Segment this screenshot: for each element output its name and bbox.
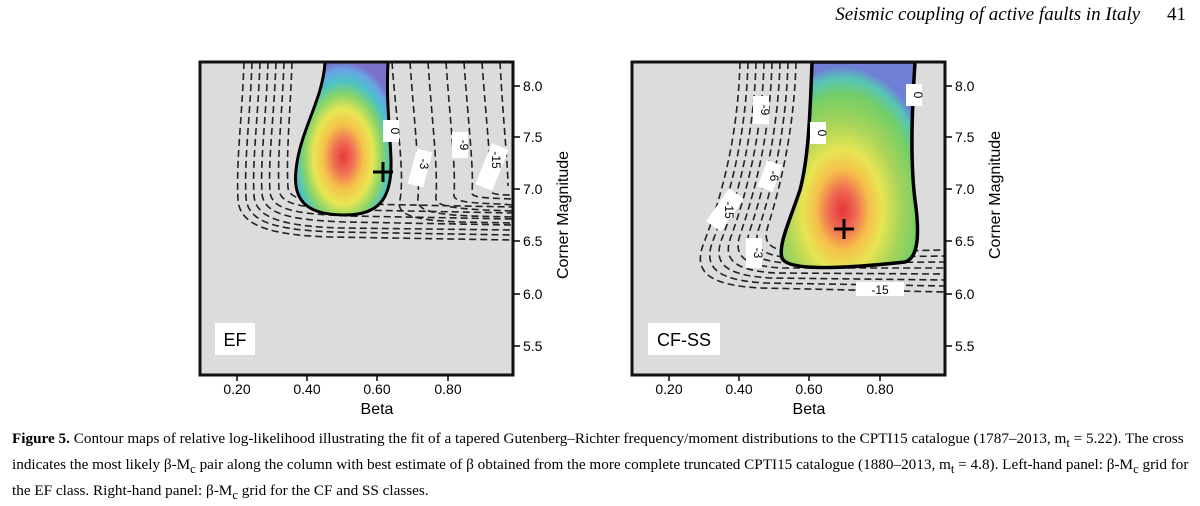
contours-ef <box>236 62 513 241</box>
panel-cf-ss: 0 0 -9 -6 -15 -3 -15 CF-SS <box>630 60 1004 418</box>
caption-text: grid for the CF and SS classes. <box>237 482 429 500</box>
contour-label: 0 <box>815 130 829 137</box>
contour-labels-cf-ss: 0 0 -9 -6 -15 -3 -15 <box>706 84 925 297</box>
likelihood-surface-cf-ss <box>779 62 920 270</box>
figure-label: Figure 5. <box>12 430 70 447</box>
contour-label: -15 <box>722 201 736 219</box>
caption-text: (1787–2013, m <box>973 430 1067 447</box>
x-tick-label: 0.80 <box>434 381 461 397</box>
contour-label: -9 <box>758 105 772 116</box>
caption-text: = 4.8). Left-hand panel: β-M <box>954 456 1134 474</box>
subscript: t <box>950 462 955 477</box>
y-tick-label: 8.0 <box>523 78 543 94</box>
page-number: 41 <box>1167 4 1186 25</box>
contour-label: -15 <box>489 151 503 169</box>
caption-text: pair along the column with best estimate… <box>195 456 741 474</box>
running-header: Seismic coupling of active faults in Ita… <box>835 4 1186 26</box>
y-tick-label: 6.0 <box>523 286 543 302</box>
panel-label-ef: EF <box>223 330 246 350</box>
contour-label: -6 <box>767 171 781 182</box>
y-tick-label: 6.0 <box>955 286 975 302</box>
subscript: c <box>1133 462 1139 477</box>
y-axis-label: Corner Magnitude <box>987 131 1004 259</box>
x-tick-label: 0.60 <box>363 381 390 397</box>
figure-5: 0 -3 -9 -15 EF 0.20 0.40 0.60 0.80 Beta <box>198 60 1004 418</box>
x-tick-label: 0.80 <box>866 381 893 397</box>
y-tick-label: 5.5 <box>523 338 543 354</box>
contours-cf-ss <box>699 62 945 293</box>
panel-label-cf-ss: CF-SS <box>657 330 711 350</box>
running-title: Seismic coupling of active faults in Ita… <box>835 4 1141 25</box>
y-tick-label: 5.5 <box>955 338 975 354</box>
x-tick-label: 0.20 <box>655 381 682 397</box>
y-tick-label: 7.0 <box>955 181 975 197</box>
subscript: c <box>190 462 196 477</box>
best-fit-cross-cf-ss <box>834 219 854 239</box>
contour-label: -15 <box>871 283 889 297</box>
contour-label: 0 <box>388 128 402 135</box>
caption-text: CPTI15 catalogue (1880–2013, m <box>744 456 951 474</box>
x-tick-label: 0.40 <box>293 381 320 397</box>
x-axis-label: Beta <box>793 401 826 418</box>
y-axis-label: Corner Magnitude <box>555 151 572 279</box>
subscript: c <box>232 488 238 503</box>
panel-ef: 0 -3 -9 -15 EF 0.20 0.40 0.60 0.80 Beta <box>198 60 572 418</box>
contour-label: -9 <box>457 140 471 151</box>
subscript: t <box>1066 436 1070 451</box>
x-tick-label: 0.40 <box>725 381 752 397</box>
y-tick-label: 7.5 <box>955 129 975 145</box>
plot-frame-ef <box>198 60 515 377</box>
best-fit-cross-ef <box>373 162 393 182</box>
y-tick-label: 6.5 <box>523 233 543 249</box>
caption-text: = 5.22). The cross indicates the most li… <box>12 430 1184 474</box>
contour-labels-ef: 0 -3 -9 -15 <box>383 120 509 191</box>
figure-caption: Figure 5. Contour maps of relative log-l… <box>12 428 1192 506</box>
plot-frame-cf-ss <box>630 60 947 377</box>
x-axis-label: Beta <box>361 401 394 418</box>
y-tick-label: 6.5 <box>955 233 975 249</box>
x-tick-label: 0.20 <box>223 381 250 397</box>
y-tick-label: 7.5 <box>523 129 543 145</box>
caption-text: grid for the EF class. Right-hand panel:… <box>12 456 1189 500</box>
contour-label: -3 <box>417 159 431 170</box>
contour-label: -3 <box>751 248 765 259</box>
contour-label: 0 <box>911 92 925 99</box>
caption-text: Contour maps of relative log-likelihood … <box>73 430 970 447</box>
y-tick-label: 7.0 <box>523 181 543 197</box>
y-tick-label: 8.0 <box>955 78 975 94</box>
x-tick-label: 0.60 <box>795 381 822 397</box>
